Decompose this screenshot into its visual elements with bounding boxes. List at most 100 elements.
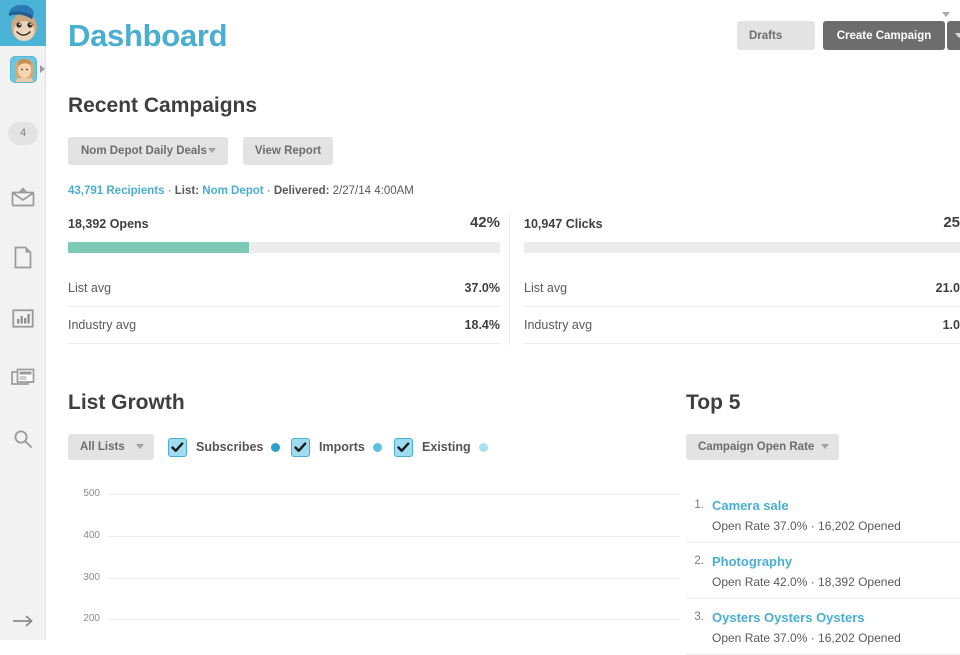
campaign-meta-line: 43,791 Recipients · List: Nom Depot · De… — [68, 185, 414, 197]
opens-list-avg-label: List avg — [68, 281, 112, 295]
top5-campaign-link[interactable]: Camera sale — [712, 498, 789, 513]
page-title: Dashboard — [68, 18, 228, 53]
top5-campaign-detail: Open Rate 37.0% · 16,202 Opened — [712, 631, 901, 645]
magnifier-icon — [13, 429, 33, 449]
chart-y-tick-label: 500 — [83, 488, 100, 500]
clicks-list-avg-label: List avg — [524, 281, 568, 295]
list-name-link[interactable]: Nom Depot — [202, 185, 264, 197]
opens-industry-avg-value: 18.4% — [464, 318, 500, 332]
chart-bar[interactable] — [623, 528, 666, 640]
chevron-down-icon — [136, 444, 144, 449]
arrow-right-icon — [12, 614, 34, 628]
notification-badge[interactable]: 4 — [8, 122, 38, 145]
meta-separator-2: · — [266, 185, 271, 197]
meta-separator-1: · — [167, 185, 172, 197]
opens-industry-avg-row: Industry avg 18.4% — [68, 307, 500, 344]
top5-metric-select[interactable]: Campaign Open Rate — [686, 434, 839, 460]
existing-checkbox[interactable] — [394, 437, 413, 457]
chart-bar[interactable] — [480, 531, 523, 640]
recipients-link[interactable]: 43,791 Recipients — [68, 185, 165, 197]
list-growth-heading: List Growth — [68, 391, 185, 414]
campaign-select-value: Nom Depot Daily Deals — [81, 145, 207, 157]
top5-rank: 1. — [694, 499, 704, 511]
sidebar-item-reports[interactable] — [0, 301, 46, 335]
chart-gridline — [108, 577, 680, 579]
mailchimp-freddie-logo-icon[interactable] — [0, 0, 46, 46]
create-campaign-dropdown-button[interactable] — [947, 21, 960, 50]
top5-campaign-detail: Open Rate 37.0% · 16,202 Opened — [712, 519, 901, 533]
chart-bar[interactable] — [194, 622, 237, 640]
clicks-panel: 10,947 Clicks 25 List avg 21.0 Industry … — [524, 214, 960, 345]
chart-y-tick-label: 200 — [83, 613, 100, 625]
avatar[interactable] — [10, 56, 37, 83]
sidebar-item-templates[interactable] — [0, 361, 46, 395]
avatar-switcher[interactable] — [10, 56, 46, 84]
sidebar-expand-button[interactable] — [0, 604, 46, 638]
clicks-industry-avg-label: Industry avg — [524, 318, 593, 332]
opens-header: 18,392 Opens 42% — [68, 214, 500, 237]
clicks-industry-avg-value: 1.0 — [942, 318, 960, 332]
existing-label: Existing — [422, 440, 471, 454]
imports-checkbox[interactable] — [291, 437, 310, 457]
sidebar-item-lists[interactable] — [0, 240, 46, 274]
top5-rank: 3. — [694, 611, 704, 623]
spacer — [524, 253, 960, 270]
list-item[interactable]: 1. Camera sale Open Rate 37.0% · 16,202 Op… — [686, 487, 960, 543]
top5-campaign-link[interactable]: Photography — [712, 554, 793, 569]
delivered-label: Delivered: — [273, 185, 330, 197]
chart-y-tick-label: 400 — [83, 529, 100, 541]
top5-metric-value: Campaign Open Rate — [698, 441, 815, 453]
subscribes-checkbox[interactable] — [168, 437, 187, 457]
opens-percent: 42% — [469, 214, 500, 231]
top5-rank: 2. — [694, 555, 704, 567]
all-lists-select-value: All Lists — [80, 441, 125, 453]
list-item[interactable]: 2. Photography Open Rate 42.0% · 18,392 Op… — [686, 543, 960, 599]
envelope-icon — [11, 187, 35, 207]
top5-list: 1. Camera sale Open Rate 37.0% · 16,202 Op… — [686, 487, 960, 655]
chevron-down-icon — [942, 12, 950, 17]
drafts-button-label: Drafts — [749, 29, 783, 42]
sidebar-item-campaigns[interactable] — [0, 180, 46, 214]
template-window-icon — [11, 368, 35, 388]
list-label: List: — [174, 185, 200, 197]
view-report-label: View Report — [254, 145, 322, 157]
list-item[interactable]: 3. Oysters Oysters Oysters Open Rate 37.0%… — [686, 599, 960, 655]
chart-bar[interactable] — [551, 527, 594, 640]
clicks-list-avg-value: 21.0 — [935, 281, 960, 295]
top5-campaign-link[interactable]: Oysters Oysters Oysters — [712, 610, 865, 625]
create-campaign-button[interactable]: Create Campaign — [823, 21, 945, 50]
subscribes-color-dot — [271, 442, 281, 452]
list-growth-chart: 500 400 300 200 — [68, 486, 680, 640]
drafts-button[interactable]: Drafts — [737, 21, 815, 50]
chart-bar[interactable] — [408, 528, 451, 640]
opens-panel: 18,392 Opens 42% List avg 37.0% Industry… — [68, 214, 500, 345]
view-report-button[interactable]: View Report — [243, 137, 333, 165]
chevron-down-icon — [821, 444, 829, 449]
top5-campaign-detail: Open Rate 42.0% · 18,392 Opened — [712, 575, 901, 589]
legend-imports[interactable]: Imports — [291, 434, 382, 460]
clicks-list-avg-row: List avg 21.0 — [524, 270, 960, 307]
subscribes-label: Subscribes — [196, 440, 264, 454]
legend-subscribes[interactable]: Subscribes — [168, 434, 281, 460]
campaign-select[interactable]: Nom Depot Daily Deals — [68, 137, 228, 165]
opens-progress-fill — [68, 242, 250, 253]
imports-label: Imports — [319, 440, 365, 454]
clicks-progress-track — [524, 242, 960, 253]
stats-divider — [509, 213, 510, 345]
document-icon — [13, 246, 33, 269]
clicks-percent: 25 — [943, 214, 960, 231]
all-lists-select[interactable]: All Lists — [68, 434, 154, 460]
sidebar-item-search[interactable] — [0, 422, 46, 456]
clicks-label: 10,947 Clicks — [524, 217, 603, 231]
create-campaign-label: Create Campaign — [836, 29, 932, 42]
chevron-down-icon — [208, 148, 216, 153]
sidebar: 4 — [0, 0, 46, 640]
legend-existing[interactable]: Existing — [394, 434, 488, 460]
imports-color-dot — [372, 442, 382, 452]
top5-heading: Top 5 — [686, 391, 741, 414]
spacer — [68, 253, 500, 270]
bar-chart-icon — [12, 308, 34, 329]
chart-y-tick-label: 300 — [83, 571, 100, 583]
page-content: Dashboard Drafts Create Campaign Recent … — [46, 0, 960, 655]
chart-gridline — [108, 535, 680, 537]
